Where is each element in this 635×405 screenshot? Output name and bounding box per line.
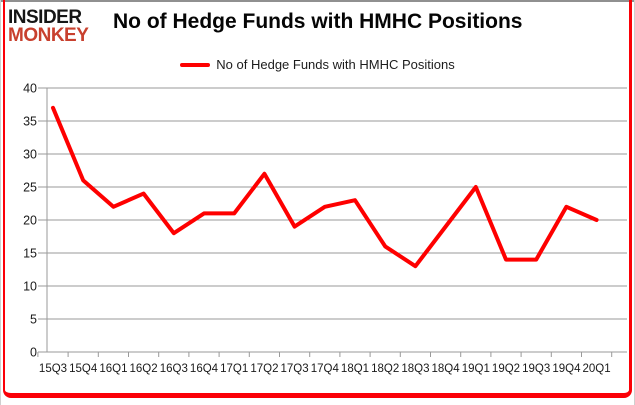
y-tick-label: 15 [23, 247, 37, 261]
x-tick-label: 16Q4 [190, 363, 219, 375]
x-tick-label: 18Q3 [401, 363, 429, 375]
top-divider [1, 0, 634, 2]
x-tick-label: 17Q2 [250, 363, 278, 375]
y-tick-label: 35 [23, 115, 37, 129]
y-tick-label: 40 [23, 82, 37, 96]
x-tick-label: 16Q3 [160, 363, 188, 375]
y-tick-label: 30 [23, 148, 37, 162]
x-tick-label: 18Q4 [432, 363, 461, 375]
chart-title: No of Hedge Funds with HMHC Positions [113, 10, 523, 33]
x-tick-label: 19Q2 [492, 363, 520, 375]
x-tick-label: 19Q3 [522, 363, 550, 375]
x-tick-label: 18Q1 [341, 363, 369, 375]
x-tick-label: 15Q4 [69, 363, 98, 375]
x-tick-label: 16Q1 [99, 363, 127, 375]
x-tick-label: 19Q4 [552, 363, 581, 375]
insider-monkey-logo: INSIDER MONKEY [8, 7, 89, 46]
x-tick-label: 17Q1 [220, 363, 248, 375]
series-line [51, 105, 599, 269]
y-tick-label: 25 [23, 181, 37, 195]
x-tick-label: 18Q2 [371, 363, 399, 375]
y-tick-label: 0 [30, 346, 37, 360]
y-tick-label: 20 [23, 214, 37, 228]
legend-line-swatch-icon [180, 62, 211, 67]
x-tick-label: 19Q1 [462, 363, 490, 375]
logo-line-monkey: MONKEY [8, 25, 89, 46]
x-tick-label: 17Q4 [311, 363, 340, 375]
legend: No of Hedge Funds with HMHC Positions [1, 57, 634, 72]
y-tick-label: 5 [30, 313, 37, 327]
legend-label: No of Hedge Funds with HMHC Positions [216, 57, 455, 72]
logo-line-insider: INSIDER [8, 7, 82, 28]
y-tick-label: 10 [23, 280, 37, 294]
x-tick-label: 16Q2 [130, 363, 158, 375]
x-tick-label: 20Q1 [583, 363, 611, 375]
x-tick-label: 15Q3 [39, 363, 67, 375]
x-tick-label: 17Q3 [281, 363, 309, 375]
